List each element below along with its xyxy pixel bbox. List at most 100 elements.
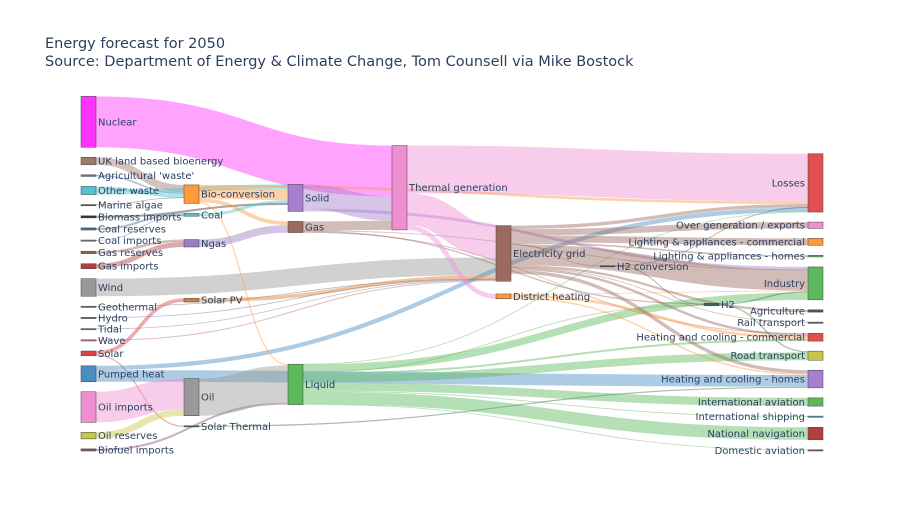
node-international-aviation[interactable]	[807, 397, 824, 407]
node-pumped-heat[interactable]	[80, 365, 97, 383]
link-hydro-to-electricity-grid[interactable]	[95, 278, 497, 319]
node-geothermal[interactable]	[80, 305, 97, 308]
link-liquid-to-h2[interactable]	[302, 304, 705, 373]
link-district-heating-to-heating-and-cooling-commercial[interactable]	[510, 294, 809, 340]
link-thermal-generation-to-district-heating[interactable]	[406, 225, 497, 299]
link-electricity-grid-to-heating-and-cooling-commercial[interactable]	[510, 267, 809, 337]
link-bio-conversion-to-gas[interactable]	[198, 198, 289, 226]
link-electricity-grid-to-h2-conversion[interactable]	[510, 243, 601, 267]
node-liquid[interactable]	[287, 363, 304, 405]
node-uk-land-based-bioenergy[interactable]	[80, 156, 97, 166]
node-biofuel-imports[interactable]	[80, 448, 97, 452]
link-electricity-grid-to-lighting-appliances-commercial[interactable]	[510, 235, 809, 246]
link-wave-to-electricity-grid[interactable]	[95, 280, 497, 341]
node-electricity-grid[interactable]	[495, 225, 512, 282]
node-gas[interactable]	[287, 221, 304, 233]
node-gas-imports[interactable]	[80, 263, 97, 269]
node-oil-reserves[interactable]	[80, 432, 97, 440]
link-ngas-to-gas[interactable]	[198, 225, 289, 248]
link-liquid-to-road-transport[interactable]	[302, 352, 809, 383]
node-hydro[interactable]	[80, 317, 97, 319]
node-industry[interactable]	[807, 266, 824, 301]
node-thermal-generation[interactable]	[391, 145, 408, 231]
link-electricity-grid-to-agriculture[interactable]	[510, 265, 809, 313]
link-liquid-to-industry[interactable]	[302, 292, 809, 372]
link-bio-conversion-to-solid[interactable]	[198, 187, 289, 201]
node-solid[interactable]	[287, 184, 304, 212]
node-ngas[interactable]	[183, 239, 200, 248]
node-lighting-appliances-commercial[interactable]	[807, 238, 824, 246]
link-liquid-to-losses[interactable]	[302, 211, 809, 365]
link-electricity-grid-to-lighting-appliances-homes[interactable]	[510, 242, 809, 257]
node-heating-and-cooling-homes[interactable]	[807, 369, 824, 389]
node-coal[interactable]	[183, 213, 200, 217]
node-bio-conversion[interactable]	[183, 184, 200, 204]
node-oil[interactable]	[183, 378, 200, 417]
link-h2-to-industry[interactable]	[718, 291, 809, 305]
node-gas-reserves[interactable]	[80, 250, 97, 254]
link-h2-conversion-to-h2[interactable]	[614, 265, 705, 306]
link-gas-reserves-to-ngas[interactable]	[95, 239, 185, 254]
link-tidal-to-electricity-grid[interactable]	[95, 279, 497, 330]
link-agricultural-waste--to-bio-conversion[interactable]	[95, 174, 185, 195]
link-gas-to-industry[interactable]	[302, 230, 809, 271]
link-district-heating-to-industry[interactable]	[510, 290, 809, 295]
link-solar-to-solar-thermal[interactable]	[95, 354, 185, 427]
link-gas-imports-to-ngas[interactable]	[95, 242, 185, 269]
link-liquid-to-national-navigation[interactable]	[302, 391, 809, 440]
link-electricity-grid-to-industry[interactable]	[510, 244, 809, 291]
node-agriculture[interactable]	[807, 309, 824, 313]
node-solar-pv[interactable]	[183, 298, 200, 303]
node-h2-conversion[interactable]	[599, 265, 616, 268]
link-uk-land-based-bioenergy-to-bio-conversion[interactable]	[95, 157, 185, 193]
node-domestic-aviation[interactable]	[807, 449, 824, 452]
node-heating-and-cooling-commercial[interactable]	[807, 333, 824, 342]
link-liquid-to-domestic-aviation[interactable]	[302, 403, 809, 451]
link-coal-reserves-to-coal[interactable]	[95, 213, 185, 231]
link-solar-to-solar-pv[interactable]	[95, 298, 185, 355]
node-biomass-imports[interactable]	[80, 215, 97, 219]
node-rail-transport[interactable]	[807, 321, 824, 324]
link-nuclear-to-thermal-generation[interactable]	[95, 96, 393, 197]
node-other-waste[interactable]	[80, 186, 97, 195]
node-oil-imports[interactable]	[80, 391, 97, 423]
link-solar-pv-to-electricity-grid[interactable]	[198, 275, 497, 303]
link-geothermal-to-electricity-grid[interactable]	[95, 278, 497, 307]
link-liquid-to-international-aviation[interactable]	[302, 382, 809, 407]
link-pumped-heat-to-losses[interactable]	[95, 207, 809, 371]
link-district-heating-to-heating-and-cooling-homes[interactable]	[510, 297, 809, 376]
link-biomass-imports-to-solid[interactable]	[95, 202, 289, 218]
node-losses[interactable]	[807, 153, 824, 213]
link-solar-thermal-to-heating-and-cooling-homes[interactable]	[198, 386, 809, 427]
node-wind[interactable]	[80, 278, 97, 297]
link-electricity-grid-to-rail-transport[interactable]	[510, 267, 809, 323]
node-agricultural-waste[interactable]	[80, 174, 97, 177]
node-coal-imports[interactable]	[80, 239, 97, 242]
node-international-shipping[interactable]	[807, 415, 824, 418]
node-coal-reserves[interactable]	[80, 227, 97, 231]
link-gas-to-heating-and-cooling-commercial[interactable]	[302, 231, 809, 334]
link-electricity-grid-to-over-generation-exports[interactable]	[510, 222, 809, 236]
link-pumped-heat-to-heating-and-cooling-homes[interactable]	[95, 370, 809, 387]
link-thermal-generation-to-electricity-grid[interactable]	[406, 193, 497, 258]
link-h2-conversion-to-losses[interactable]	[614, 207, 809, 267]
link-wind-to-electricity-grid[interactable]	[95, 257, 497, 297]
link-bio-conversion-to-liquid[interactable]	[198, 202, 289, 366]
link-electricity-grid-to-heating-and-cooling-homes[interactable]	[510, 270, 809, 374]
node-road-transport[interactable]	[807, 350, 824, 361]
node-solar-thermal[interactable]	[183, 425, 200, 428]
node-over-generation-exports[interactable]	[807, 221, 824, 229]
link-h2-to-road-transport[interactable]	[718, 304, 809, 353]
link-liquid-to-international-shipping[interactable]	[302, 390, 809, 417]
node-wave[interactable]	[80, 339, 97, 342]
link-gas-to-thermal-generation[interactable]	[302, 220, 393, 231]
link-other-waste-to-bio-conversion[interactable]	[95, 186, 185, 198]
node-district-heating[interactable]	[495, 293, 512, 300]
node-solar[interactable]	[80, 350, 97, 357]
link-coal-imports-to-coal[interactable]	[95, 215, 185, 241]
node-marine-algae[interactable]	[80, 204, 97, 207]
node-national-navigation[interactable]	[807, 427, 824, 441]
link-electricity-grid-to-losses[interactable]	[510, 203, 809, 230]
link-thermal-generation-to-losses[interactable]	[406, 145, 809, 202]
link-oil-imports-to-oil[interactable]	[95, 378, 185, 423]
